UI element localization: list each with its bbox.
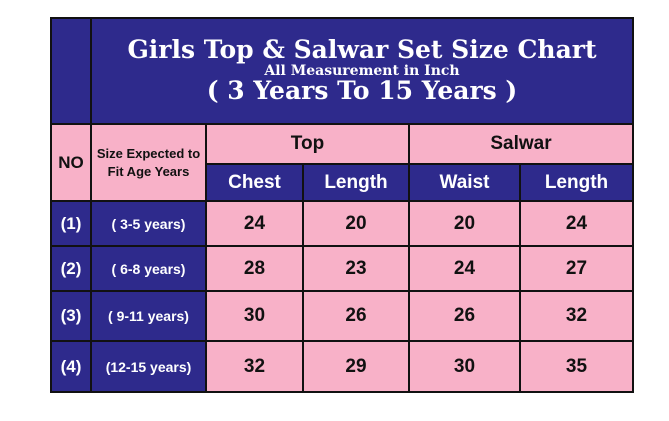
row-4-top-length: 29 <box>302 340 410 393</box>
row-2-chest: 28 <box>205 245 304 292</box>
row-3-no: (3) <box>50 290 92 342</box>
title-line3: ( 3 Years To 15 Years ) <box>206 76 518 106</box>
row-2-age: ( 6-8 years) <box>90 245 207 292</box>
row-2-waist: 24 <box>408 245 521 292</box>
header-top-length: Length <box>302 163 410 202</box>
row-1-waist: 20 <box>408 200 521 247</box>
row-1-no: (1) <box>50 200 92 247</box>
row-1-age: ( 3-5 years) <box>90 200 207 247</box>
row-1-salwar-length: 24 <box>519 200 634 247</box>
row-3-age: ( 9-11 years) <box>90 290 207 342</box>
row-2-no: (2) <box>50 245 92 292</box>
row-1-chest: 24 <box>205 200 304 247</box>
row-3-salwar-length: 32 <box>519 290 634 342</box>
title-line1: Girls Top & Salwar Set Size Chart <box>127 35 597 65</box>
row-1-top-length: 20 <box>302 200 410 247</box>
row-2-salwar-length: 27 <box>519 245 634 292</box>
header-size: Size Expected to Fit Age Years <box>90 123 207 202</box>
header-salwar-length: Length <box>519 163 634 202</box>
header-top: Top <box>205 123 410 165</box>
header-waist: Waist <box>408 163 521 202</box>
title-line2: All Measurement in Inch <box>264 62 460 79</box>
row-3-waist: 26 <box>408 290 521 342</box>
header-salwar: Salwar <box>408 123 634 165</box>
header-no: NO <box>50 123 92 202</box>
row-4-waist: 30 <box>408 340 521 393</box>
header-chest: Chest <box>205 163 304 202</box>
row-4-age: (12-15 years) <box>90 340 207 393</box>
row-2-top-length: 23 <box>302 245 410 292</box>
row-4-no: (4) <box>50 340 92 393</box>
row-3-top-length: 26 <box>302 290 410 342</box>
chart-title: Girls Top & Salwar Set Size Chart All Me… <box>90 17 634 125</box>
row-4-salwar-length: 35 <box>519 340 634 393</box>
corner-cell <box>50 17 92 125</box>
row-4-chest: 32 <box>205 340 304 393</box>
row-3-chest: 30 <box>205 290 304 342</box>
